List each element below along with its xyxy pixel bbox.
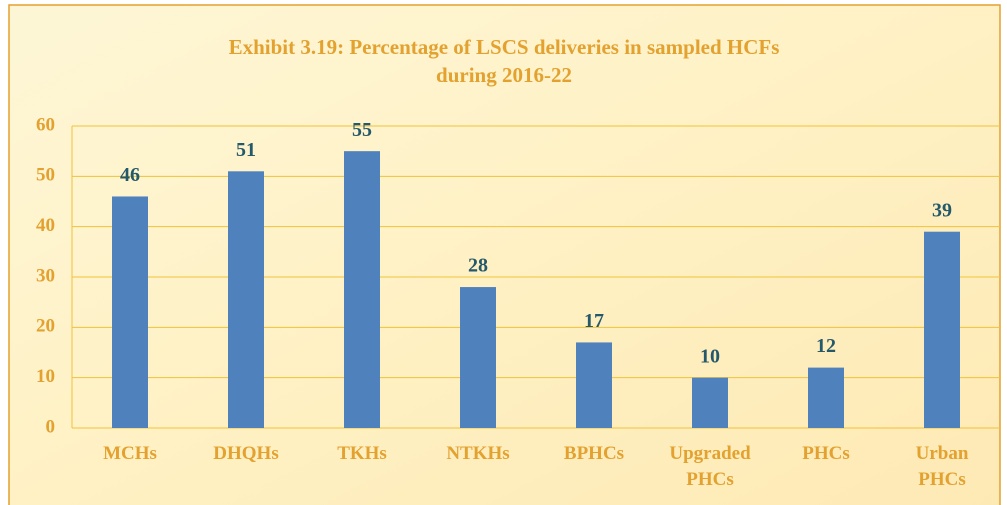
x-tick-label-line: PHCs xyxy=(802,443,850,464)
bar xyxy=(692,377,728,428)
bar xyxy=(228,171,264,429)
x-tick-label-line: DHQHs xyxy=(213,443,278,464)
data-label: 39 xyxy=(932,199,952,221)
x-tick-label-line: BPHCs xyxy=(564,443,624,464)
bar xyxy=(460,287,496,428)
data-label: 51 xyxy=(236,139,256,161)
y-tick-label: 30 xyxy=(36,265,55,286)
x-tick-label-line: TKHs xyxy=(337,443,387,464)
x-tick-label: TKHs xyxy=(337,443,387,464)
y-tick-label: 10 xyxy=(36,366,55,387)
data-label: 46 xyxy=(120,164,140,186)
x-tick-label-line: NTKHs xyxy=(446,443,509,464)
x-tick-label-line: Upgraded xyxy=(669,443,751,464)
bar xyxy=(576,342,612,428)
data-label: 10 xyxy=(700,345,720,367)
y-tick-label: 20 xyxy=(36,316,55,337)
y-tick-label: 50 xyxy=(36,165,55,186)
chart-title: Exhibit 3.19: Percentage of LSCS deliver… xyxy=(229,35,780,59)
x-tick-label: BPHCs xyxy=(564,443,624,464)
bar xyxy=(924,231,960,428)
data-label: 55 xyxy=(352,119,372,141)
x-tick-label-line: PHCs xyxy=(918,469,966,490)
x-tick-label: MCHs xyxy=(103,443,157,464)
bar xyxy=(344,151,380,428)
x-tick-label: DHQHs xyxy=(213,443,278,464)
x-tick-label: NTKHs xyxy=(446,443,509,464)
bar xyxy=(808,367,844,428)
bar xyxy=(112,196,148,428)
data-label: 28 xyxy=(468,255,488,277)
data-label: 17 xyxy=(584,310,604,332)
x-tick-label: Upgraded PHCs xyxy=(669,443,751,490)
x-tick-label-line: MCHs xyxy=(103,443,157,464)
x-tick-label-line: Urban xyxy=(916,443,969,464)
x-tick-label: Urban PHCs xyxy=(916,443,969,490)
y-tick-label: 60 xyxy=(36,114,55,135)
chart-subtitle: during 2016-22 xyxy=(436,63,572,87)
x-tick-label: PHCs xyxy=(802,443,850,464)
y-tick-label: 0 xyxy=(46,416,56,437)
data-label: 12 xyxy=(816,335,836,357)
y-tick-label: 40 xyxy=(36,215,55,236)
x-tick-label-line: PHCs xyxy=(686,469,734,490)
